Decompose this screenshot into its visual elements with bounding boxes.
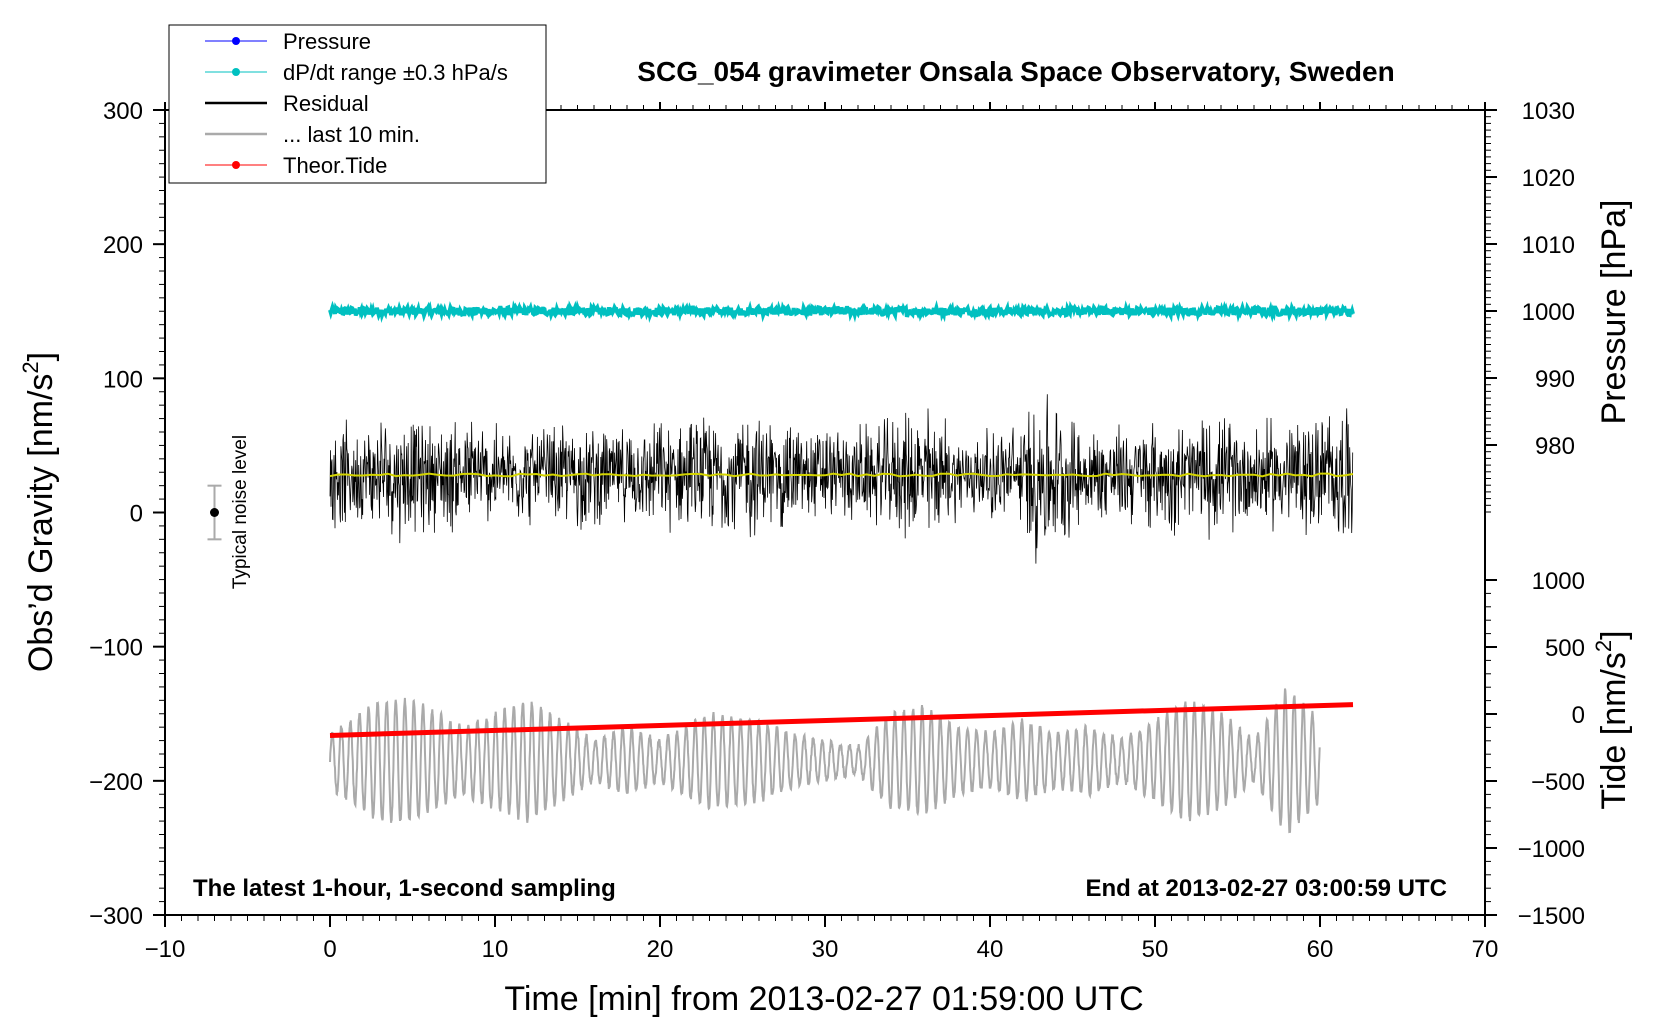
tide-tick-label: −1000 xyxy=(1518,836,1585,863)
pressure-tick-label: 980 xyxy=(1535,433,1575,460)
legend-label: ... last 10 min. xyxy=(283,122,420,147)
x-tick-label: 60 xyxy=(1307,936,1334,963)
noise-level-label: Typical noise level xyxy=(230,435,251,589)
residual-smoothed-line xyxy=(329,472,1354,478)
x-tick-label: −10 xyxy=(145,936,186,963)
gravity-tick-label: −200 xyxy=(89,769,143,796)
gravity-tick-label: −100 xyxy=(89,635,143,662)
y-axis-label-gravity-sup: 2 xyxy=(18,361,43,373)
x-tick-label: 0 xyxy=(323,936,336,963)
legend-item: Theor.Tide xyxy=(205,153,387,178)
legend-label: Theor.Tide xyxy=(283,153,387,178)
gravity-tick-label: 0 xyxy=(130,501,143,528)
residual-line xyxy=(329,394,1354,564)
y-axis-label-tide-close: ] xyxy=(1595,630,1633,639)
y-axis-label-gravity-close: ] xyxy=(22,352,60,361)
pressure-tick-label: 1010 xyxy=(1522,232,1575,259)
legend-swatch-dot xyxy=(232,161,240,169)
bottom-left-note: The latest 1-hour, 1-second sampling xyxy=(193,875,616,902)
legend-swatch-dot xyxy=(232,68,240,76)
x-tick-label: 40 xyxy=(977,936,1004,963)
series-dpdt-range xyxy=(328,299,1355,323)
legend-swatch-dot xyxy=(232,37,240,45)
gravity-tick-label: 300 xyxy=(103,98,143,125)
x-axis-label: Time [min] from 2013-02-27 01:59:00 UTC xyxy=(504,980,1143,1018)
pressure-tick-label: 1030 xyxy=(1522,98,1575,125)
pressure-tick-label: 1020 xyxy=(1522,165,1575,192)
dpdt-range-line xyxy=(328,299,1355,323)
x-tick-label: 50 xyxy=(1142,936,1169,963)
bottom-right-note: End at 2013-02-27 03:00:59 UTC xyxy=(1086,875,1448,902)
y-axis-label-tide-sup: 2 xyxy=(1591,640,1616,652)
legend-item: dP/dt range ±0.3 hPa/s xyxy=(205,60,508,85)
data-layer xyxy=(328,299,1355,834)
gravity-tick-label: 200 xyxy=(103,232,143,259)
legend-label: dP/dt range ±0.3 hPa/s xyxy=(283,60,508,85)
legend-item: ... last 10 min. xyxy=(205,122,420,147)
noise-center-dot xyxy=(210,508,219,517)
y-axis-label-tide: Tide [nm/s2] xyxy=(1591,630,1633,809)
tide-tick-label: −500 xyxy=(1531,769,1585,796)
last-10-min-line xyxy=(329,688,1321,834)
y-axis-label-gravity-main: Obs’d Gravity [nm/s xyxy=(22,374,60,673)
legend-item: Residual xyxy=(205,91,369,116)
y-axis-label-gravity: Obs’d Gravity [nm/s2] xyxy=(18,352,60,672)
axis-layer: −10 0 10 20 30 40 50 60 70−300−200−1000100200300… xyxy=(89,98,1585,963)
y-axis-label-tide-main: Tide [nm/s xyxy=(1595,652,1633,809)
x-tick-label: 20 xyxy=(647,936,674,963)
tide-tick-label: 1000 xyxy=(1532,568,1585,595)
pressure-tick-label: 1000 xyxy=(1522,299,1575,326)
series-last-10-min xyxy=(329,688,1321,834)
legend: Pressure dP/dt range ±0.3 hPa/s Residual..… xyxy=(168,24,547,184)
x-tick-label: 10 xyxy=(482,936,509,963)
gravity-tick-label: −300 xyxy=(89,903,143,930)
tide-tick-label: 0 xyxy=(1572,702,1585,729)
legend-label: Pressure xyxy=(283,29,371,54)
legend-label: Residual xyxy=(283,91,369,116)
x-tick-label: 70 xyxy=(1472,936,1499,963)
y-axis-label-pressure: Pressure [hPa] xyxy=(1595,200,1633,425)
series-residual xyxy=(329,394,1354,564)
noise-level-marker xyxy=(207,484,222,541)
theor-tide-line xyxy=(329,702,1354,738)
gravity-tick-label: 100 xyxy=(103,366,143,393)
tide-tick-label: −1500 xyxy=(1518,903,1585,930)
legend-item: Pressure xyxy=(205,29,371,54)
tide-tick-label: 500 xyxy=(1545,635,1585,662)
pressure-tick-label: 990 xyxy=(1535,366,1575,393)
chart-title: SCG_054 gravimeter Onsala Space Observat… xyxy=(637,56,1394,87)
x-tick-label: 30 xyxy=(812,936,839,963)
